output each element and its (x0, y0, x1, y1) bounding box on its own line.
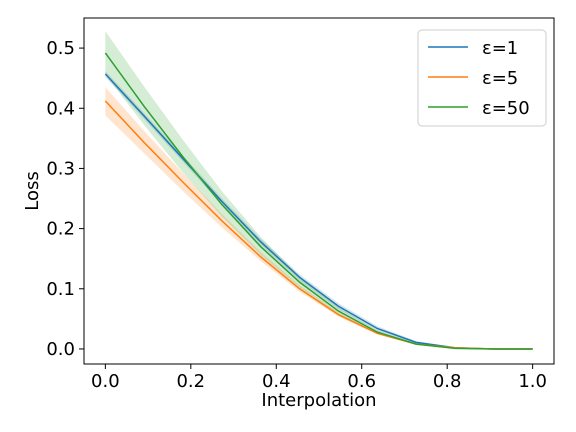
x-tick-label: 0.2 (176, 371, 205, 392)
x-tick-label: 0.6 (347, 371, 376, 392)
y-axis: 0.0 0.1 0.2 0.3 0.4 0.5 (46, 38, 84, 360)
x-axis: 0.0 0.2 0.4 0.6 0.8 1.0 (91, 364, 547, 392)
y-tick-label: 0.1 (46, 279, 75, 300)
confidence-bands (105, 31, 533, 349)
y-tick-label: 0.3 (46, 158, 75, 179)
legend-label: ε=50 (482, 98, 530, 119)
y-axis-title: Loss (22, 171, 43, 210)
y-tick-label: 0.2 (46, 219, 75, 240)
series-lines (104, 52, 533, 350)
y-tick-label: 0.5 (46, 38, 75, 59)
x-tick-label: 1.0 (518, 371, 547, 392)
legend-label: ε=5 (482, 68, 518, 89)
x-tick-label: 0.8 (433, 371, 462, 392)
series-3-line (104, 52, 533, 350)
series-1-band (105, 70, 533, 349)
legend: ε=1 ε=5 ε=50 (417, 29, 547, 127)
legend-label: ε=1 (482, 38, 518, 59)
y-tick-label: 0.0 (46, 339, 75, 360)
x-axis-title: Interpolation (261, 390, 376, 411)
y-tick-label: 0.4 (46, 98, 75, 119)
x-tick-label: 0.4 (262, 371, 291, 392)
legend-box (417, 29, 547, 127)
x-tick-label: 0.0 (91, 371, 120, 392)
plot-frame (83, 17, 555, 365)
